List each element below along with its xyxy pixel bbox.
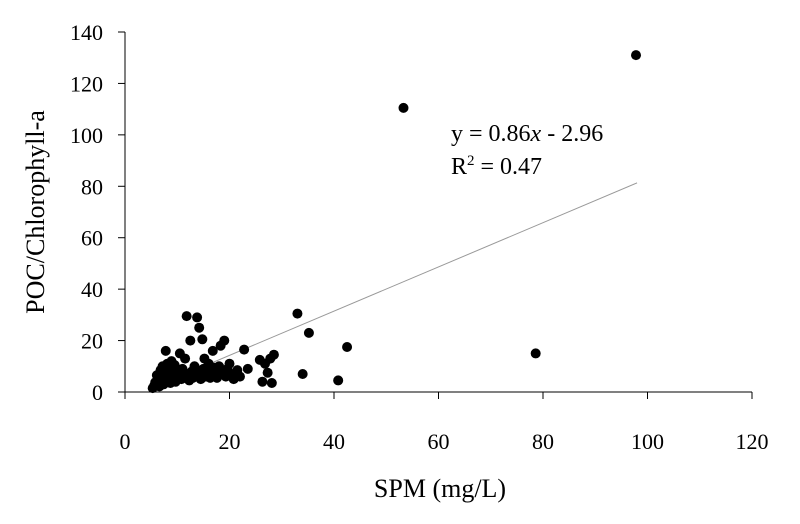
y-tick-label: 0 <box>92 380 103 405</box>
regression-equation: y = 0.86x - 2.96 <box>451 121 603 147</box>
y-ticks: 0 20 40 60 80 100 120 140 <box>70 20 125 405</box>
data-point <box>239 344 250 355</box>
data-point <box>242 363 253 374</box>
data-point <box>219 335 230 346</box>
data-point <box>180 353 191 364</box>
r2-base: R <box>451 154 467 180</box>
y-tick-label: 80 <box>81 174 103 199</box>
axes: 0 20 40 60 80 100 120 0 20 40 60 80 100 120 140 <box>70 20 769 454</box>
data-point <box>268 349 279 360</box>
data-point <box>192 312 203 323</box>
x-tick-label: 100 <box>631 429 664 454</box>
data-point <box>333 375 344 386</box>
data-point <box>262 367 273 378</box>
data-points <box>147 50 642 394</box>
data-point <box>530 348 541 359</box>
data-point <box>398 102 409 113</box>
r2-value: = 0.47 <box>475 154 543 180</box>
r2-superscript: 2 <box>467 153 475 169</box>
data-point <box>266 378 277 388</box>
data-point <box>234 371 245 382</box>
x-tick-label: 80 <box>532 429 554 454</box>
x-tick-label: 60 <box>428 429 450 454</box>
x-tick-label: 0 <box>120 429 131 454</box>
data-point <box>342 342 353 352</box>
equation-prefix: y = 0.86 <box>451 121 531 147</box>
x-axis-title: SPM (mg/L) <box>374 474 506 503</box>
x-tick-label: 120 <box>736 429 769 454</box>
data-point <box>224 358 235 369</box>
equation-suffix: - 2.96 <box>541 121 603 147</box>
x-tick-label: 20 <box>219 429 241 454</box>
data-point <box>207 345 218 356</box>
data-point <box>292 308 303 319</box>
trend-line <box>153 182 638 388</box>
y-tick-label: 20 <box>81 329 103 354</box>
data-point <box>303 327 314 338</box>
data-point <box>194 322 205 333</box>
y-tick-label: 40 <box>81 277 103 302</box>
x-tick-label: 40 <box>323 429 345 454</box>
r-squared-label: R2 = 0.47 <box>451 153 542 180</box>
y-tick-label: 120 <box>70 71 103 96</box>
data-point <box>197 334 208 345</box>
equation-variable: x <box>530 121 542 147</box>
x-ticks: 0 20 40 60 80 100 120 <box>120 392 769 454</box>
data-point <box>181 311 192 322</box>
data-point <box>160 345 171 356</box>
data-point <box>257 376 268 387</box>
y-axis-title: POC/Chlorophyll-a <box>21 110 50 314</box>
y-tick-label: 140 <box>70 20 103 45</box>
data-point <box>185 335 196 346</box>
y-tick-label: 60 <box>81 226 103 251</box>
data-point <box>631 50 642 61</box>
data-point <box>297 369 308 379</box>
y-tick-label: 100 <box>70 123 103 148</box>
